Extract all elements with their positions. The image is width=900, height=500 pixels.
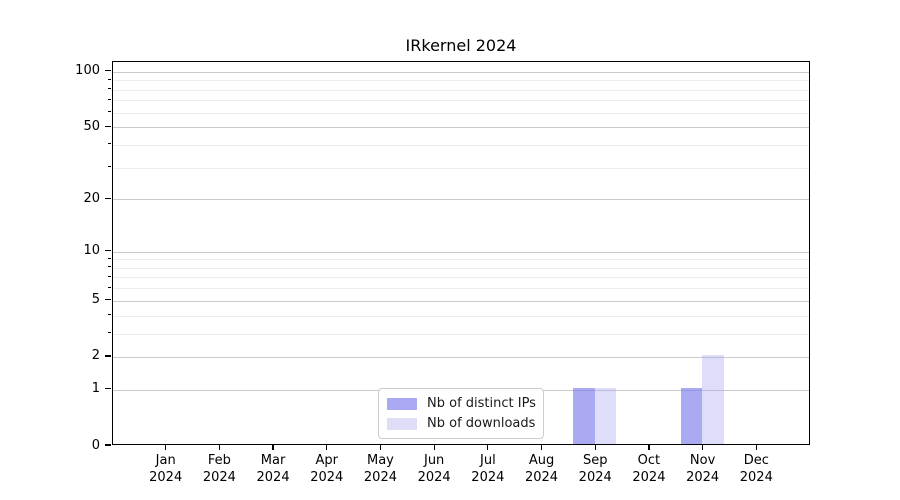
y-tick-label: 2 xyxy=(91,348,100,364)
x-tick xyxy=(218,445,220,450)
chart-title: IRkernel 2024 xyxy=(405,36,517,55)
x-tick xyxy=(594,445,596,450)
y-tick xyxy=(105,355,111,357)
x-tick-label: May 2024 xyxy=(363,453,397,485)
bar-downloads-sep xyxy=(594,387,617,444)
y-minor-tick xyxy=(108,143,111,145)
y-minor-tick xyxy=(108,98,111,100)
x-tick-label: Oct 2024 xyxy=(632,453,666,485)
gridline-minor xyxy=(113,167,809,169)
x-tick xyxy=(540,445,543,450)
gridline-minor xyxy=(113,144,809,146)
y-tick xyxy=(105,125,111,127)
x-tick xyxy=(326,445,328,450)
x-tick-label: Jun 2024 xyxy=(417,453,451,485)
y-tick xyxy=(105,249,111,252)
gridline-major xyxy=(113,127,809,129)
y-minor-tick xyxy=(108,266,111,268)
gridline-major xyxy=(113,71,809,73)
x-tick xyxy=(702,445,704,450)
y-tick-label: 10 xyxy=(83,243,100,259)
x-tick-label: Nov 2024 xyxy=(686,453,720,485)
gridline-major xyxy=(113,251,809,253)
legend-swatch-distinct-ips xyxy=(387,397,417,410)
y-minor-tick xyxy=(108,286,111,288)
x-tick-label: Sep 2024 xyxy=(578,453,612,485)
y-tick-label: 100 xyxy=(75,63,100,79)
y-minor-tick xyxy=(108,78,111,80)
y-minor-tick xyxy=(108,275,111,277)
x-tick-label: Mar 2024 xyxy=(256,453,290,485)
gridline-minor xyxy=(113,100,809,102)
x-tick xyxy=(755,445,757,450)
x-tick-label: Apr 2024 xyxy=(310,453,344,485)
x-tick xyxy=(487,445,489,450)
gridline-minor xyxy=(113,112,809,114)
legend-label-downloads: Nb of downloads xyxy=(427,416,536,431)
bar-downloads-nov xyxy=(702,354,724,444)
x-tick-label: Feb 2024 xyxy=(202,453,236,485)
x-tick-label: Dec 2024 xyxy=(739,453,773,485)
x-tick xyxy=(648,445,650,450)
y-minor-tick xyxy=(108,166,111,168)
x-tick xyxy=(379,445,382,450)
y-tick-label: 50 xyxy=(83,118,100,134)
y-minor-tick xyxy=(108,88,111,90)
x-tick-label: Jan 2024 xyxy=(149,453,183,485)
legend-item-distinct-ips: Nb of distinct IPs xyxy=(387,396,536,411)
x-tick-label: Jul 2024 xyxy=(471,453,505,485)
y-tick-label: 20 xyxy=(83,190,100,206)
bar-distinct-ips-nov xyxy=(680,387,703,444)
y-tick-label: 5 xyxy=(91,292,100,308)
gridline-minor xyxy=(113,89,809,91)
gridline-major xyxy=(113,300,809,302)
gridline-minor xyxy=(113,80,809,82)
x-tick-label: Aug 2024 xyxy=(524,453,559,485)
legend: Nb of distinct IPs Nb of downloads xyxy=(378,388,544,439)
gridline-minor xyxy=(113,333,809,335)
legend-item-downloads: Nb of downloads xyxy=(387,416,536,431)
y-tick-label: 1 xyxy=(91,381,100,397)
y-tick-label: 0 xyxy=(91,437,100,453)
x-tick xyxy=(165,445,167,450)
y-minor-tick xyxy=(108,332,111,334)
y-tick xyxy=(105,197,111,199)
x-tick xyxy=(433,445,435,450)
gridline-major xyxy=(113,356,809,358)
plot-area xyxy=(112,61,810,445)
y-tick xyxy=(105,444,111,446)
gridline-major xyxy=(113,199,809,201)
gridline-minor xyxy=(113,288,809,290)
y-tick xyxy=(105,299,111,301)
y-minor-tick xyxy=(108,314,111,315)
legend-swatch-downloads xyxy=(387,417,417,430)
bar-distinct-ips-sep xyxy=(573,387,595,444)
gridline-minor xyxy=(113,267,809,269)
y-minor-tick xyxy=(108,111,111,113)
gridline-minor xyxy=(113,259,809,261)
gridline-minor xyxy=(113,315,809,317)
gridline-minor xyxy=(113,277,809,279)
x-tick xyxy=(272,445,274,450)
legend-label-distinct-ips: Nb of distinct IPs xyxy=(427,396,536,411)
y-tick xyxy=(105,70,111,72)
y-tick xyxy=(105,388,111,390)
y-minor-tick xyxy=(108,257,111,259)
